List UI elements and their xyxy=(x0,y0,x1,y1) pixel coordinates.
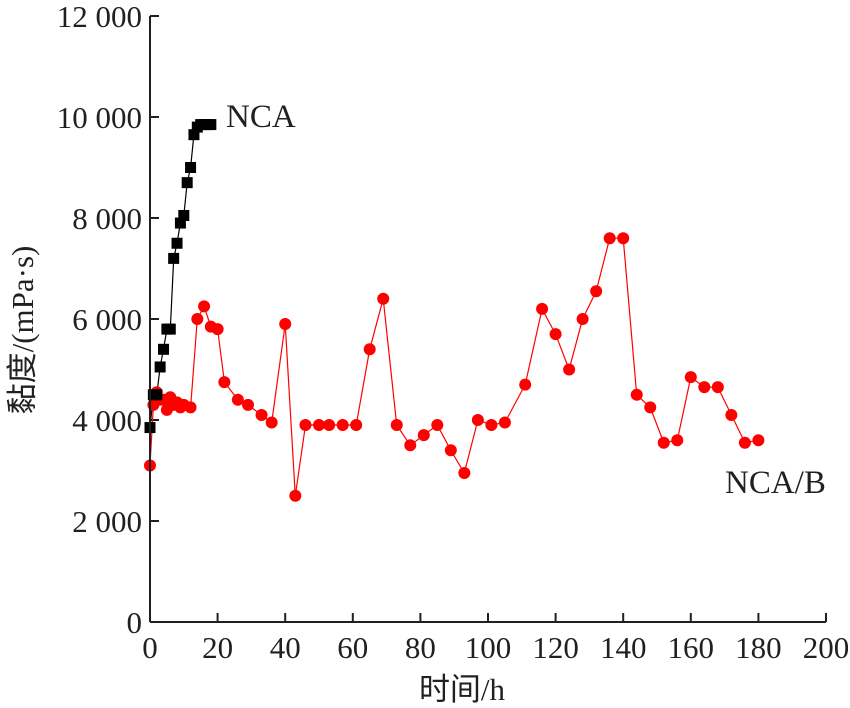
nca-b-data-point xyxy=(323,419,336,432)
nca-b-data-point xyxy=(404,439,417,452)
nca-b-data-point xyxy=(289,489,302,502)
nca-data-point xyxy=(164,323,176,335)
x-tick-label: 140 xyxy=(600,630,647,665)
nca-b-data-point xyxy=(279,318,292,331)
series-label-nca: NCA xyxy=(226,99,296,135)
y-tick-label: 6 000 xyxy=(72,302,142,337)
nca-b-data-point xyxy=(242,398,255,411)
nca-data-point xyxy=(185,162,197,173)
nca-b-data-point xyxy=(698,381,711,394)
nca-b-data-point xyxy=(536,302,549,315)
nca-b-data-point xyxy=(671,434,684,447)
nca-b-data-point xyxy=(231,393,244,406)
nca-data-point xyxy=(188,129,200,141)
x-axis-ticks: 0 20 40 60 80 100 120 140 160 180 200 xyxy=(142,613,849,665)
nca-b-data-point xyxy=(657,436,670,449)
nca-b-data-point xyxy=(485,419,498,432)
x-tick-label: 40 xyxy=(270,630,301,665)
y-tick-label: 0 xyxy=(127,605,143,640)
nca-b-data-point xyxy=(630,388,643,401)
nca-data-point xyxy=(178,209,190,221)
series-line-nca xyxy=(149,123,211,428)
nca-b-data-point xyxy=(644,401,657,414)
nca-data-point xyxy=(174,217,186,229)
x-tick-label: 60 xyxy=(337,630,368,665)
nca-data-point xyxy=(181,177,193,189)
series-markers xyxy=(144,119,765,502)
nca-b-data-point xyxy=(458,467,471,480)
nca-b-data-point xyxy=(218,376,231,389)
y-tick-label: 12 000 xyxy=(57,0,142,34)
nca-b-data-point xyxy=(684,371,697,384)
y-axis-ticks: 0 2 000 4 000 6 000 8 000 10 000 12 000 xyxy=(57,0,159,640)
nca-b-data-point xyxy=(350,419,363,432)
x-tick-label: 80 xyxy=(405,630,436,665)
nca-b-data-point xyxy=(576,313,589,325)
nca-b-data-point xyxy=(603,232,616,245)
nca-b-data-point xyxy=(191,313,204,325)
x-tick-label: 200 xyxy=(803,630,850,665)
x-tick-label: 160 xyxy=(668,630,715,665)
x-axis-label: 时间/h xyxy=(419,672,506,707)
nca-b-data-point xyxy=(417,429,430,442)
nca-b-data-point xyxy=(617,232,630,245)
nca-b-data-point xyxy=(377,292,390,305)
series-line-nca-b xyxy=(149,237,759,496)
nca-b-data-point xyxy=(363,343,376,356)
nca-b-data-point xyxy=(725,408,738,421)
nca-b-data-point xyxy=(299,419,312,432)
nca-b-data-point xyxy=(265,416,278,429)
nca-b-data-point xyxy=(336,419,349,432)
y-axis-label: 黏度/(mPa·s) xyxy=(5,246,40,415)
nca-b-data-point xyxy=(255,408,268,421)
nca-b-data-point xyxy=(549,328,562,341)
nca-b-data-point xyxy=(184,401,197,414)
nca-data-point xyxy=(168,252,180,264)
nca-b-data-point xyxy=(444,444,457,457)
nca-data-point xyxy=(158,343,170,355)
nca-data-point xyxy=(154,361,166,373)
nca-data-point xyxy=(205,119,217,131)
nca-b-data-point xyxy=(498,416,511,429)
y-tick-label: 4 000 xyxy=(72,403,142,438)
nca-data-point xyxy=(151,389,163,401)
nca-b-data-point xyxy=(211,323,224,336)
nca-b-data-point xyxy=(390,419,403,432)
nca-b-data-point xyxy=(590,285,603,298)
nca-b-data-point xyxy=(752,434,765,447)
nca-b-data-point xyxy=(313,419,325,432)
nca-data-point xyxy=(171,237,183,249)
nca-b-data-point xyxy=(711,381,724,394)
x-tick-label: 0 xyxy=(142,630,158,665)
y-tick-label: 10 000 xyxy=(57,100,142,135)
y-tick-label: 2 000 xyxy=(72,504,142,539)
nca-b-data-point xyxy=(563,363,576,376)
nca-b-data-point xyxy=(738,436,751,449)
x-tick-label: 100 xyxy=(465,630,512,665)
y-tick-label: 8 000 xyxy=(72,201,142,236)
x-tick-label: 20 xyxy=(202,630,233,665)
nca-b-data-point xyxy=(471,414,484,426)
x-tick-label: 180 xyxy=(735,630,782,665)
series-label-nca-b: NCA/B xyxy=(725,465,826,501)
nca-b-data-point xyxy=(198,300,211,313)
nca-b-data-point xyxy=(519,378,532,391)
x-tick-label: 120 xyxy=(532,630,579,665)
nca-b-data-point xyxy=(431,419,444,432)
